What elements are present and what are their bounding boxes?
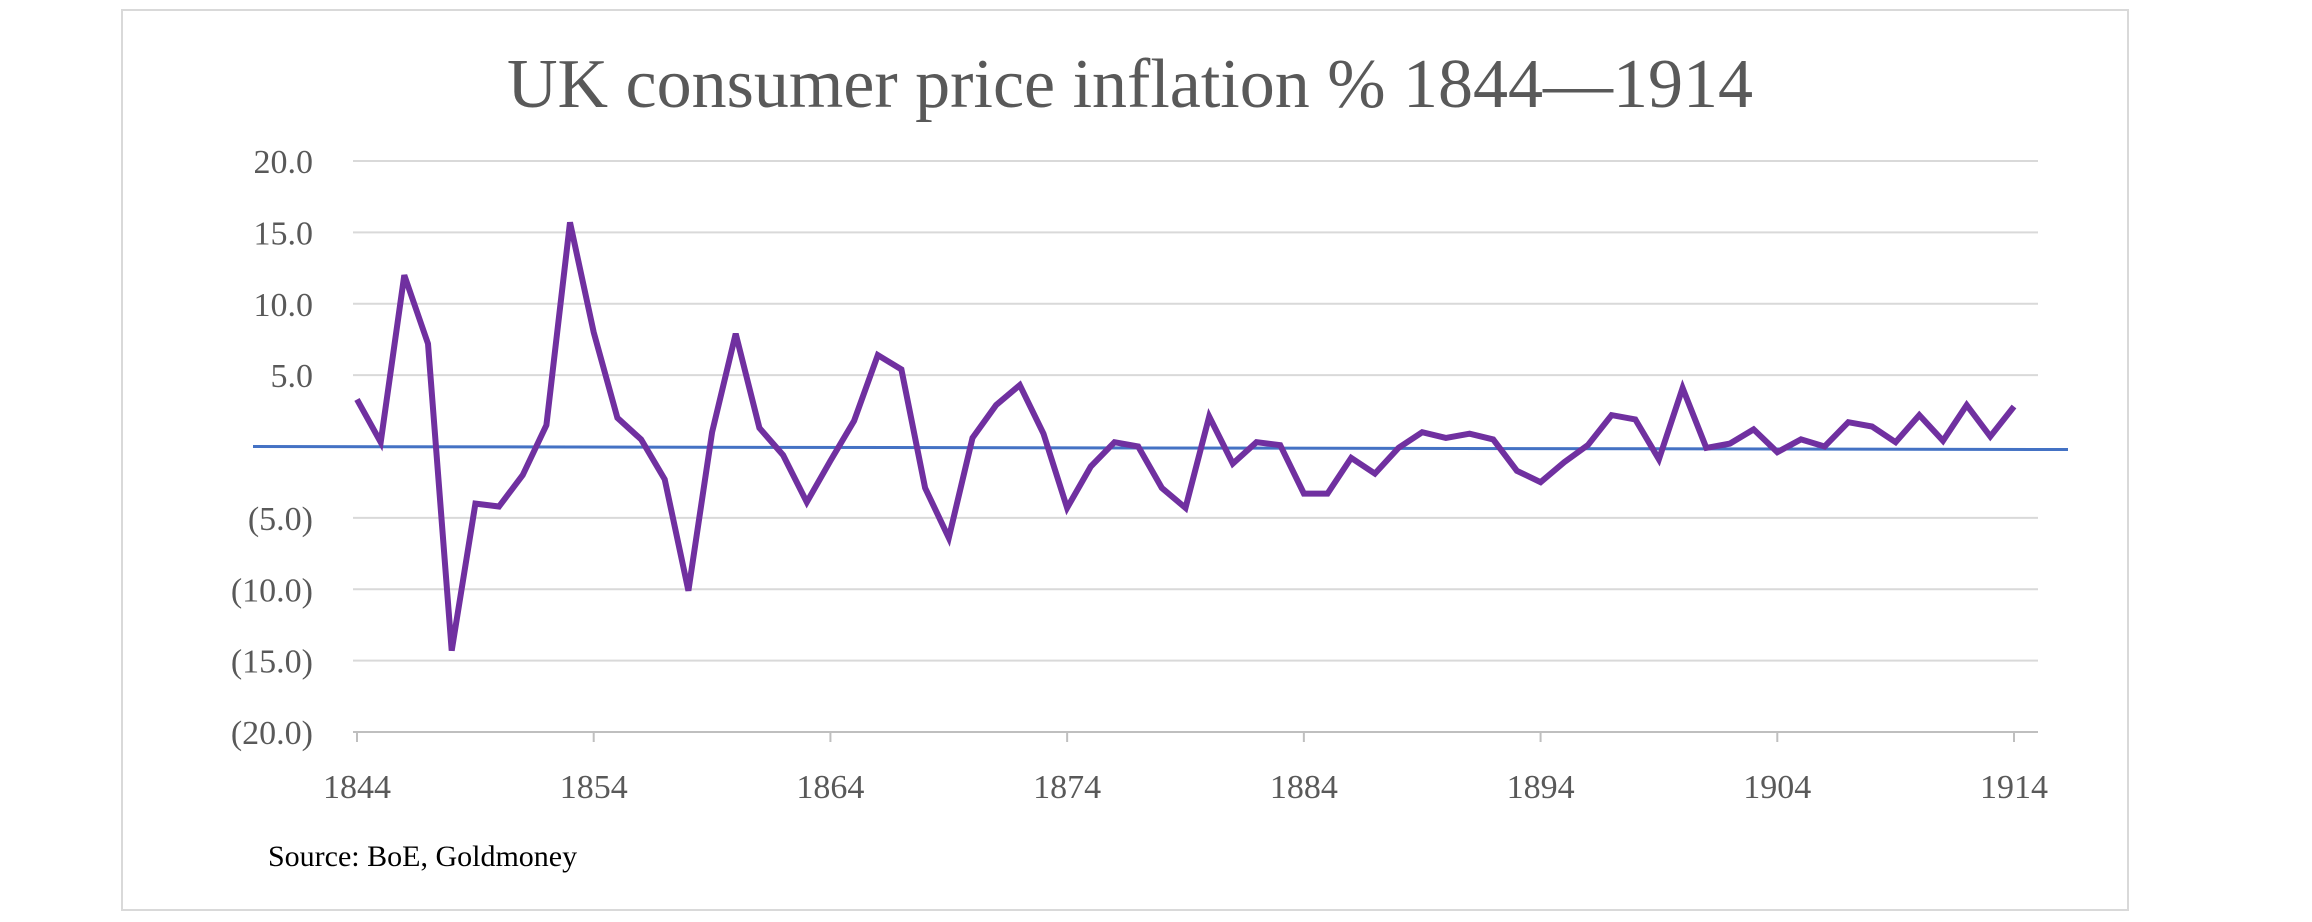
source-note: Source: BoE, Goldmoney	[268, 840, 577, 873]
y-tick-label: (15.0)	[231, 644, 313, 681]
chart-svg: UK consumer price inflation % 1844—1914 …	[231, 46, 2069, 873]
y-tick-label: 20.0	[254, 144, 314, 181]
x-tick-label: 1854	[560, 769, 628, 806]
chart-title: UK consumer price inflation % 1844—1914	[507, 46, 1753, 123]
x-tick-label: 1914	[1980, 769, 2048, 806]
reference-line-layer	[252, 445, 2069, 451]
x-tick-label: 1874	[1033, 769, 1101, 806]
tick-label-layer: 20.0 15.0 10.0 5.0 (5.0) (10.0) (15.0) (20.0) 18…	[231, 144, 2048, 806]
chart-frame: UK consumer price inflation % 1844—1914 …	[121, 9, 2129, 911]
x-tick-label: 1884	[1270, 769, 1338, 806]
zero-reference-line	[252, 445, 2069, 451]
axis-layer	[353, 731, 2038, 742]
grid-layer	[353, 160, 2038, 733]
x-tick-label: 1864	[796, 769, 864, 806]
y-tick-label: 5.0	[271, 358, 314, 395]
inflation-series-line	[354, 221, 2017, 652]
x-tick-label: 1894	[1507, 769, 1575, 806]
y-tick-label: (20.0)	[231, 715, 313, 752]
y-tick-label: 10.0	[254, 287, 314, 324]
x-tick-label: 1904	[1743, 769, 1811, 806]
y-tick-label: 15.0	[254, 215, 314, 252]
series-layer	[354, 221, 2017, 652]
y-tick-label: (5.0)	[248, 501, 313, 538]
x-tick-label: 1844	[323, 769, 391, 806]
y-tick-label: (10.0)	[231, 572, 313, 609]
